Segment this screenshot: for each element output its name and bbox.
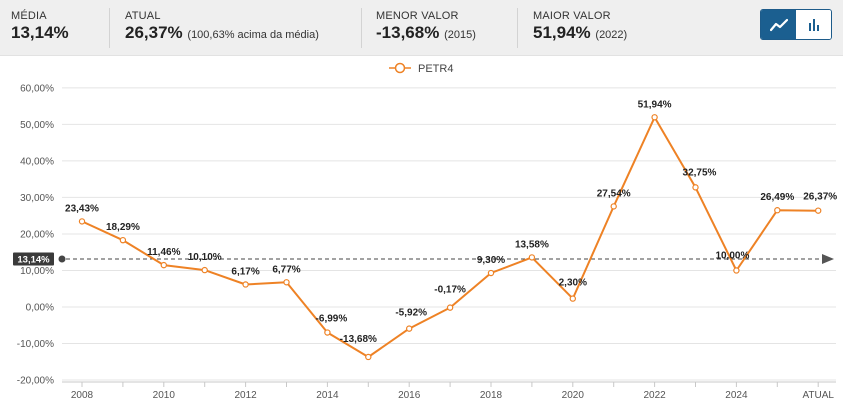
stat-menor-label: MENOR VALOR (376, 10, 459, 22)
data-label: 10,00% (715, 250, 749, 261)
stat-atual: ATUAL 26,37% (100,63% acima da média) (125, 10, 319, 43)
stat-media: MÉDIA 13,14% (11, 10, 69, 43)
average-line: 13,14% (13, 252, 834, 266)
x-axis: 2008 2010 2012 2014 2016 2018 2020 2022 2024 ATUA… (62, 381, 836, 401)
data-label: 27,54% (597, 188, 631, 199)
divider (361, 8, 362, 48)
stat-atual-value-row: 26,37% (100,63% acima da média) (125, 23, 319, 43)
data-label: 6,17% (231, 266, 259, 277)
legend-marker (394, 62, 406, 74)
y-tick-label: 30,00% (20, 193, 54, 204)
divider (109, 8, 110, 48)
data-label: -6,99% (316, 314, 348, 325)
x-tick-label: 2016 (398, 390, 421, 401)
stat-maior-label: MAIOR VALOR (533, 10, 611, 22)
average-marker (58, 255, 66, 263)
x-tick-label: 2020 (562, 390, 585, 401)
data-label: 51,94% (638, 99, 672, 110)
stat-menor-note: (2015) (444, 29, 476, 41)
data-points (78, 114, 822, 361)
bar-chart-icon (808, 18, 819, 31)
y-tick-label: 40,00% (20, 156, 54, 167)
y-tick-label: 10,00% (20, 266, 54, 277)
stat-atual-note: (100,63% acima da média) (187, 29, 319, 41)
stat-menor-value: -13,68% (376, 23, 440, 42)
data-point[interactable] (610, 203, 617, 210)
stat-maior-note: (2022) (595, 29, 628, 41)
series-line-petr4 (81, 116, 819, 358)
stats-bar: MÉDIA 13,14% ATUAL 26,37% (100,63% acima… (0, 0, 843, 56)
data-point[interactable] (283, 279, 290, 286)
x-tick-label: 2014 (316, 390, 339, 401)
data-labels: 23,43% 18,29% 11,46% 10,10% 6,17% 6,77% -6,99%… (65, 99, 837, 345)
stat-media-value: 13,14% (11, 23, 69, 42)
legend-label: PETR4 (418, 63, 453, 75)
stat-menor: MENOR VALOR -13,68% (2015) (376, 10, 476, 43)
x-tick-label: 2024 (725, 390, 748, 401)
data-label: 6,77% (272, 264, 300, 275)
data-label: -5,92% (395, 308, 427, 319)
data-point[interactable] (692, 184, 699, 191)
data-point[interactable] (119, 236, 127, 244)
average-arrow (822, 253, 834, 264)
data-label: 9,30% (477, 255, 505, 266)
x-tick-label: ATUAL (802, 390, 834, 401)
data-point[interactable] (446, 304, 454, 311)
stat-maior-value: 51,94% (533, 23, 591, 42)
x-tick-label: 2022 (643, 390, 666, 401)
x-tick-label: 2018 (480, 390, 503, 401)
average-badge-label: 13,14% (17, 254, 50, 265)
data-point[interactable] (324, 329, 331, 336)
data-label: 23,43% (65, 203, 99, 214)
y-grid (62, 87, 836, 381)
data-point[interactable] (569, 295, 577, 302)
stat-media-label: MÉDIA (11, 10, 47, 22)
data-point[interactable] (774, 207, 781, 214)
x-tick-label: 2008 (71, 390, 94, 401)
y-tick-label: 60,00% (20, 83, 54, 94)
data-label: 11,46% (147, 247, 180, 258)
data-label: 13,58% (515, 239, 549, 250)
chart-type-toggle (760, 9, 832, 40)
y-tick-label: -10,00% (17, 339, 54, 350)
legend[interactable]: PETR4 (389, 62, 453, 75)
divider (517, 8, 518, 48)
data-label: 2,30% (559, 278, 587, 289)
y-axis: 60,00% 50,00% 40,00% 30,00% 20,00% 10,00% 0,00… (17, 83, 54, 386)
data-point[interactable] (78, 218, 86, 225)
y-tick-label: 20,00% (20, 229, 54, 240)
data-point[interactable] (365, 353, 372, 361)
data-label: 26,49% (760, 192, 794, 203)
line-chart-icon (769, 18, 788, 31)
stat-maior: MAIOR VALOR 51,94% (2022) (533, 10, 627, 43)
data-point[interactable] (160, 261, 167, 269)
data-label: -0,17% (434, 285, 466, 296)
y-tick-label: -20,00% (17, 376, 54, 387)
data-label: 18,29% (106, 222, 140, 233)
data-point[interactable] (487, 269, 495, 277)
data-point[interactable] (201, 266, 208, 274)
bar-chart-button[interactable] (796, 10, 831, 39)
data-label: 32,75% (683, 167, 717, 178)
data-point[interactable] (406, 325, 413, 332)
data-point[interactable] (651, 114, 658, 121)
data-point[interactable] (733, 267, 740, 274)
stat-menor-value-row: -13,68% (2015) (376, 23, 476, 43)
data-label: 10,10% (188, 252, 222, 263)
data-label: -13,68% (340, 334, 377, 345)
data-label: 26,37% (803, 192, 837, 203)
line-chart-button[interactable] (761, 10, 796, 39)
average-badge (13, 252, 54, 266)
data-point[interactable] (528, 254, 536, 261)
stat-atual-label: ATUAL (125, 10, 161, 22)
data-point[interactable] (815, 207, 822, 214)
stat-atual-value: 26,37% (125, 23, 183, 42)
line-chart: PETR4 60,00% 50,00% 40,00% 30,00% 20,00% 10,0… (13, 62, 837, 401)
y-tick-label: 0,00% (26, 303, 54, 314)
y-tick-label: 50,00% (20, 120, 54, 131)
data-point[interactable] (242, 281, 249, 288)
x-tick-label: 2012 (234, 390, 257, 401)
x-tick-label: 2010 (153, 390, 176, 401)
stat-maior-value-row: 51,94% (2022) (533, 23, 627, 43)
